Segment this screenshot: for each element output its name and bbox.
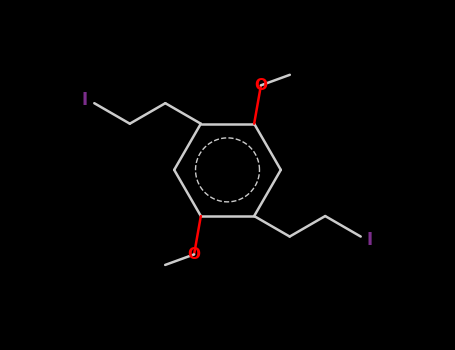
Text: O: O <box>254 78 268 93</box>
Text: O: O <box>187 247 201 262</box>
Text: I: I <box>82 91 88 109</box>
Text: I: I <box>367 231 373 248</box>
